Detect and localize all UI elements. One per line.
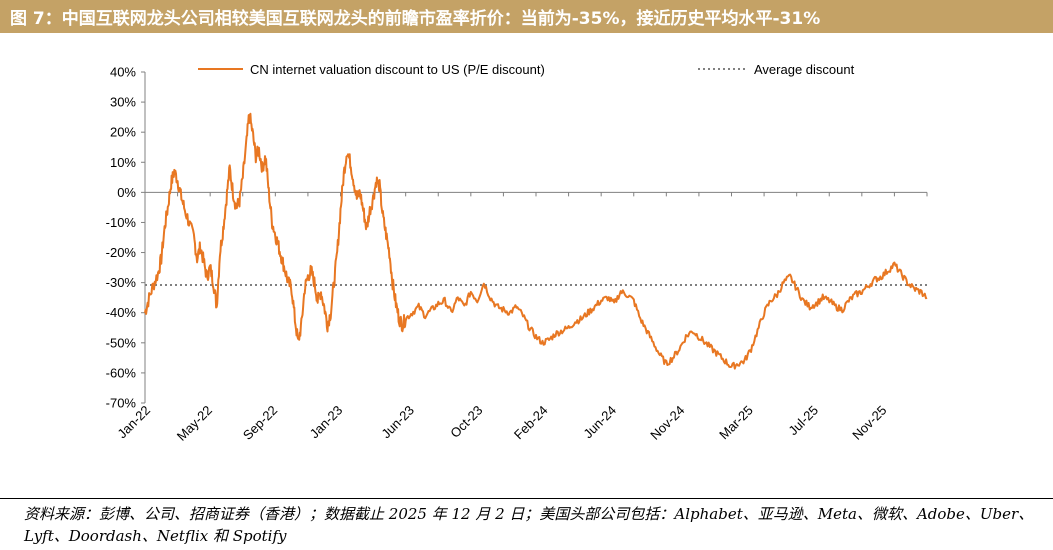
x-tick-label: Jan-23 [307, 403, 346, 442]
source-note: 资料来源：彭博、公司、招商证券（香港）；数据截止 2025 年 12 月 2 日… [24, 505, 1034, 545]
y-tick-label: -30% [106, 275, 137, 290]
y-tick-label: -10% [106, 215, 137, 230]
x-tick-label: Jun-24 [580, 403, 619, 442]
x-tick-label: Nov-25 [849, 403, 889, 443]
x-tick-label: Mar-25 [716, 403, 756, 443]
legend-series-label: CN internet valuation discount to US (P/… [250, 62, 545, 77]
y-tick-label: 40% [110, 65, 136, 80]
chart-area: 40% 30% 20% 10% 0% -10% -20% -30% -40% -50% -60% -7… [0, 40, 1053, 495]
y-tick-label: 20% [110, 125, 136, 140]
y-tick-label: 30% [110, 95, 136, 110]
x-tick-label: Jul-25 [785, 403, 821, 439]
x-tick-label: Feb-24 [511, 403, 551, 443]
title-bar: 图 7：中国互联网龙头公司相较美国互联网龙头的前瞻市盈率折价：当前为-35%，接… [0, 0, 1053, 33]
legend-average-label: Average discount [754, 62, 855, 77]
y-tick-label: -60% [106, 365, 137, 380]
x-tick-label: Sep-22 [240, 403, 280, 443]
y-tick-label: -20% [106, 245, 137, 260]
chart-title: 图 7：中国互联网龙头公司相较美国互联网龙头的前瞻市盈率折价：当前为-35%，接… [10, 9, 821, 29]
y-tick-label: -50% [106, 335, 137, 350]
x-tick-label: Nov-24 [647, 403, 687, 443]
footer-divider [0, 498, 1053, 499]
discount-series-line [144, 112, 928, 370]
y-tick-label: 0% [117, 185, 136, 200]
y-tick-label: -40% [106, 305, 137, 320]
x-tick-label: Jun-23 [378, 403, 417, 442]
y-tick-label: 10% [110, 155, 136, 170]
line-chart: 40% 30% 20% 10% 0% -10% -20% -30% -40% -50% -60% -7… [106, 62, 928, 444]
x-tick-label: Oct-23 [447, 403, 485, 441]
x-tick-label: May-22 [174, 403, 215, 444]
y-tick-label: -70% [106, 396, 137, 411]
